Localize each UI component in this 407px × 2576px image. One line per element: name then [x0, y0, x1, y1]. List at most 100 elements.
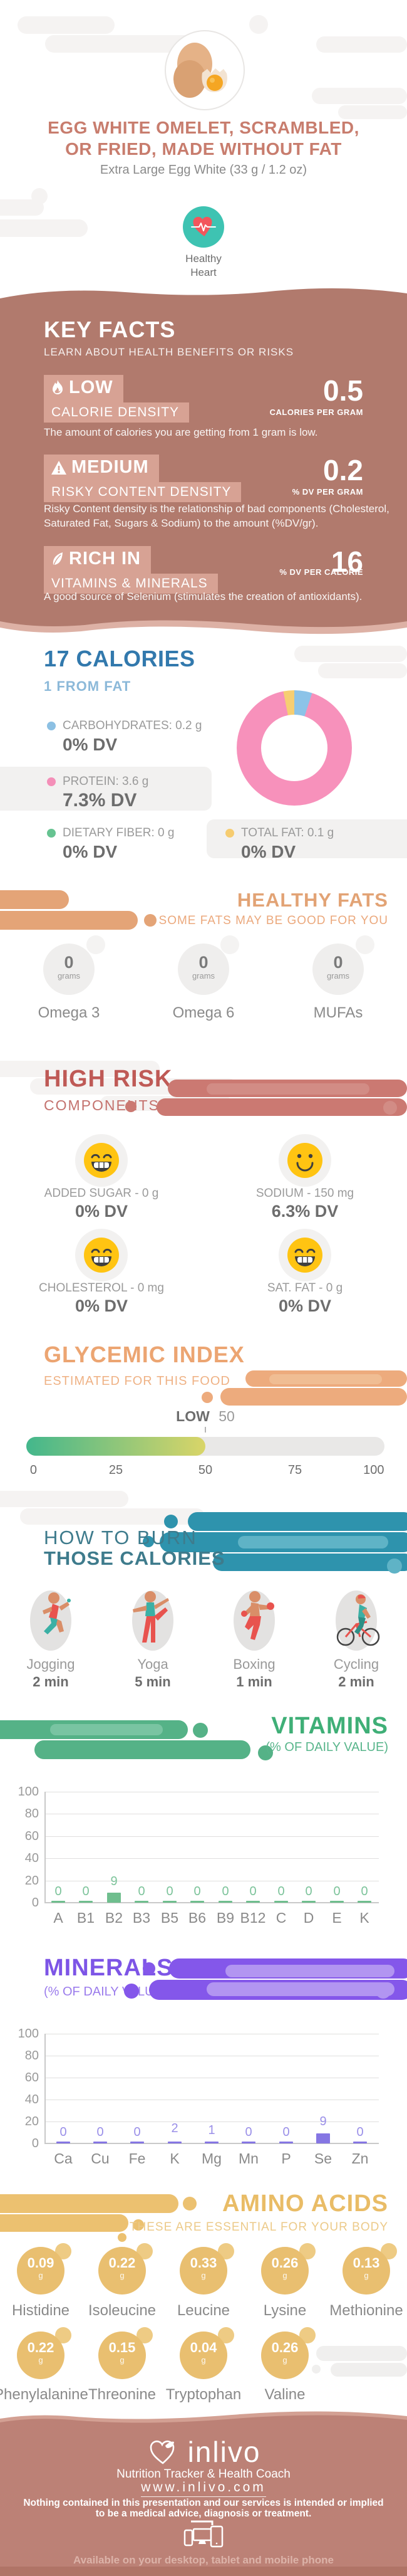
activity-duration: 1 min [236, 1674, 272, 1690]
y-tick: 80 [24, 2049, 39, 2063]
bar-C [274, 1901, 288, 1903]
legend-highlight-band [0, 767, 212, 811]
website-link[interactable]: www.inlivo.com [141, 2480, 266, 2497]
bar-value: 0 [277, 1885, 285, 1898]
decor-blob [213, 1553, 407, 1571]
bar-value: 0 [59, 2125, 67, 2139]
y-tick: 100 [18, 2027, 39, 2041]
bar-K [358, 1901, 371, 1903]
bar-value: 0 [245, 2125, 252, 2139]
legend-label-totalfat: TOTAL FAT: 0.1 g [241, 826, 334, 839]
fact-level: RICH IN [69, 549, 141, 569]
decor-dot [124, 1984, 139, 1999]
decor-blob [0, 1061, 160, 1077]
decor-blob [0, 890, 69, 909]
decor-blob [338, 105, 407, 119]
omega6-label: Omega 6 [172, 1004, 235, 1021]
brand-name: inlivo [187, 2436, 261, 2468]
glycemic-title: GLYCEMIC INDEX [44, 1342, 245, 1367]
omega3-label: Omega 3 [38, 1004, 100, 1021]
cholesterol-dv: 0% DV [75, 1296, 128, 1315]
egg-illustration [173, 43, 227, 98]
decor-blob [34, 1740, 250, 1759]
amino-label: Histidine [11, 2302, 70, 2319]
footer-wave [0, 2411, 407, 2432]
bar-D [302, 1901, 316, 1903]
badge-label-line2: Heart [190, 266, 217, 278]
amino-circle-histidine: 0.09 g [17, 2247, 64, 2295]
glycemic-tick-marker [205, 1427, 206, 1433]
amino-label: Isoleucine [88, 2302, 157, 2319]
bar-Mn [242, 2142, 255, 2143]
smile-emoji-icon [287, 1143, 322, 1178]
x-label: E [332, 1910, 342, 1926]
bar-P [279, 2142, 293, 2143]
amino-value: 0.04 [190, 2340, 217, 2355]
devices-icon [183, 2520, 224, 2548]
fact-unit: % DV PER GRAM [292, 487, 363, 497]
footer-background [0, 2431, 407, 2576]
amino-circle-lysine: 0.26 g [261, 2247, 309, 2295]
gridline [44, 2121, 379, 2122]
x-label: K [359, 1910, 369, 1926]
bar-Mg [205, 2142, 219, 2143]
bar-value: 0 [249, 1885, 257, 1898]
fact-description: The amount of calories you are getting f… [44, 426, 318, 438]
y-tick: 40 [24, 2093, 39, 2106]
bar-value: 0 [138, 1885, 145, 1898]
bar-K [168, 2141, 182, 2143]
x-label: B6 [188, 1910, 207, 1926]
amino-unit: g [201, 2355, 206, 2365]
decor-blob [0, 1491, 128, 1507]
legend-label-protein: PROTEIN: 3.6 g [63, 775, 149, 788]
bar-value: 0 [222, 1885, 229, 1898]
amino-acids-title: AMINO ACIDS [222, 2190, 388, 2217]
decor-dot [202, 1392, 213, 1403]
minerals-bar-chart [0, 2034, 407, 2143]
website-link-wrap: www.inlivo.com [0, 2480, 407, 2497]
section-wave-top [0, 288, 407, 308]
decor-dot [312, 2365, 321, 2374]
activity-duration: 2 min [33, 1674, 69, 1690]
amino-circle-threonine: 0.15 g [98, 2332, 146, 2379]
mufas-label: MUFAs [313, 1004, 363, 1021]
x-label: B1 [76, 1910, 95, 1926]
amino-unit: g [120, 2271, 125, 2280]
decor-dot [183, 2197, 197, 2211]
legend-dv-protein: 7.3% DV [63, 790, 137, 811]
fact-level-badge: RICH IN [44, 546, 151, 574]
y-tick: 60 [24, 2071, 39, 2084]
availability-note: Available on your desktop, tablet and mo… [73, 2554, 334, 2566]
scale-75: 75 [287, 1463, 302, 1477]
activity-name: Boxing [233, 1656, 276, 1672]
omega6-unit: grams [192, 971, 215, 980]
y-tick: 20 [24, 2115, 39, 2128]
y-tick: 0 [31, 1896, 39, 1910]
amino-unit: g [38, 2355, 43, 2365]
healthy-fats-subtitle: SOME FATS MAY BE GOOD FOR YOU [158, 914, 388, 927]
boxing-icon [241, 1591, 274, 1640]
disclaimer-line1: Nothing contained in this presentation a… [23, 2498, 384, 2508]
decor-blob [316, 2346, 407, 2361]
legend-dot-carbohydrates [47, 722, 56, 730]
bar-B3 [135, 1901, 148, 1903]
decor-blob [318, 663, 407, 678]
decor-dot [249, 15, 268, 34]
fact-unit: CALORIES PER GRAM [269, 407, 363, 417]
amino-acids-subtitle: THESE ARE ESSENTIAL FOR YOUR BODY [129, 2221, 388, 2234]
burn-title-line2: THOSE CALORIES [44, 1547, 225, 1569]
decor-blob [294, 646, 407, 662]
amino-label: Phenylalanine [0, 2386, 88, 2403]
decor-blob [188, 1512, 407, 1531]
amino-label: Leucine [177, 2302, 230, 2319]
scale-50: 50 [198, 1463, 213, 1477]
amino-value: 0.22 [108, 2255, 136, 2271]
mufas-circle: 0 grams [312, 944, 364, 995]
bar-value: 9 [110, 1874, 118, 1888]
bar-B6 [190, 1901, 204, 1903]
sat-fat-dv: 0% DV [278, 1296, 332, 1315]
added-sugar-dv: 0% DV [75, 1202, 128, 1221]
bar-value: 0 [282, 2125, 290, 2139]
amino-value: 0.26 [271, 2340, 299, 2355]
decor-blob [18, 16, 115, 34]
